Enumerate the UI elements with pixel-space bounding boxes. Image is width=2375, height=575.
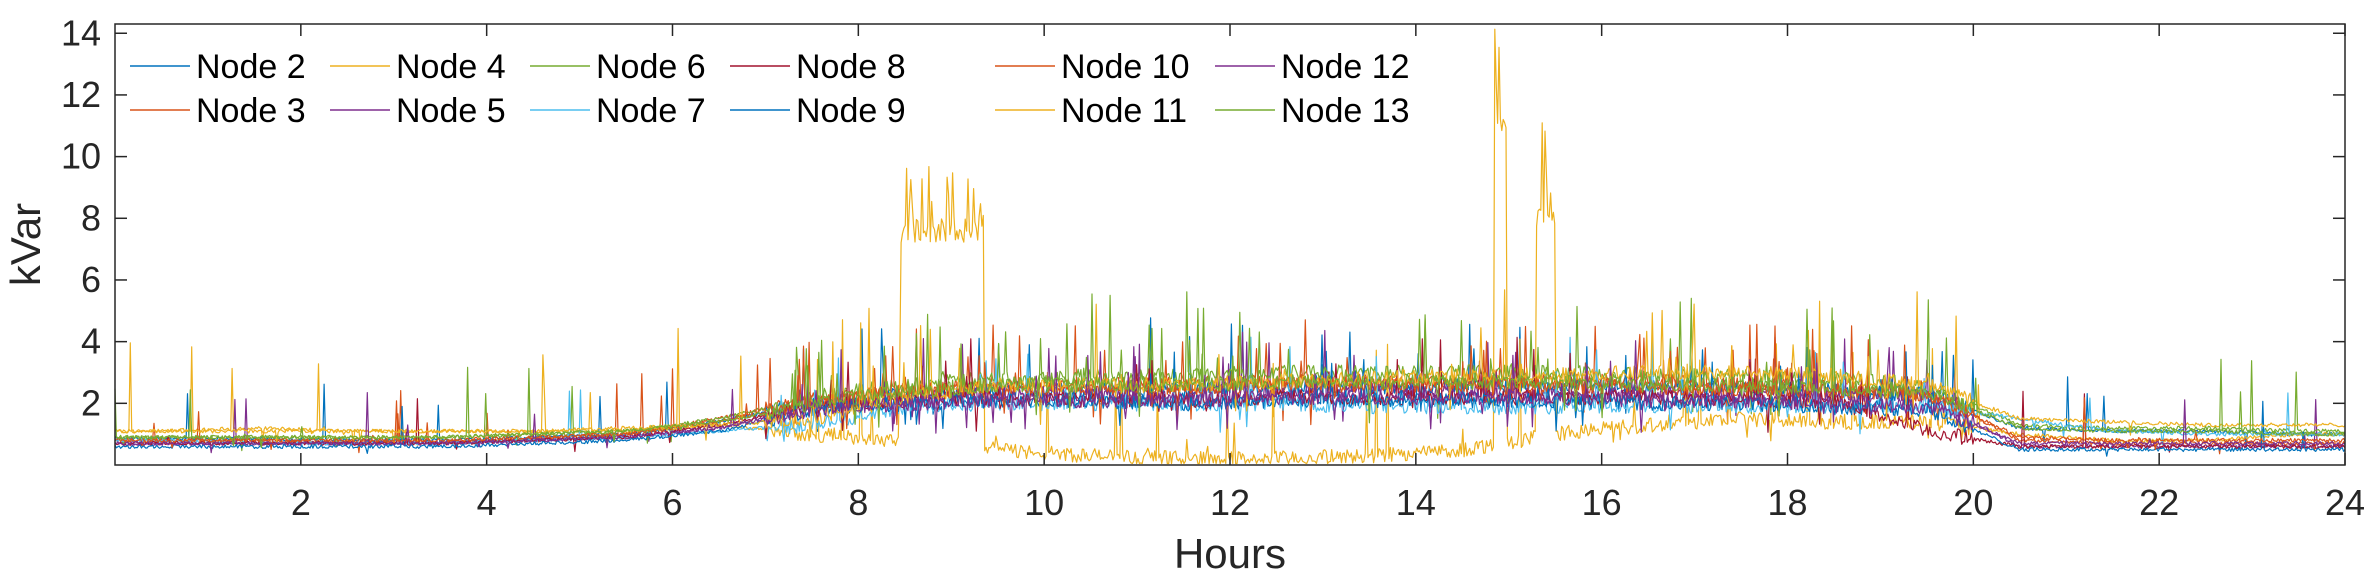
x-tick-label: 2 [291, 482, 311, 523]
legend-label: Node 7 [596, 92, 706, 130]
y-axis: 2 4 6 8 10 12 14 [61, 12, 2345, 423]
legend-label: Node 5 [396, 92, 506, 130]
y-tick-label: 14 [61, 12, 101, 53]
legend-label: Node 9 [796, 92, 906, 130]
y-tick-label: 4 [81, 321, 101, 362]
x-tick-label: 24 [2325, 482, 2365, 523]
series-line [114, 289, 2346, 442]
legend-label: Node 10 [1061, 48, 1190, 86]
x-tick-label: 6 [662, 482, 682, 523]
y-tick-label: 2 [81, 382, 101, 423]
y-tick-label: 6 [81, 259, 101, 300]
x-tick-label: 16 [1582, 482, 1622, 523]
x-tick-label: 8 [848, 482, 868, 523]
y-axis-label: kVar [2, 203, 49, 286]
legend-label: Node 4 [396, 48, 506, 86]
series-line [114, 319, 2346, 451]
legend-label: Node 8 [796, 48, 906, 86]
x-axis-label: Hours [1174, 530, 1286, 575]
x-tick-label: 22 [2139, 482, 2179, 523]
legend: Node 2 Node 3 Node 4 Node 5 Node 6 Node 7 Node… [130, 48, 1410, 130]
series-line [114, 307, 2346, 449]
x-axis: 2 4 6 8 10 12 14 16 18 20 22 24 [291, 24, 2365, 523]
y-tick-label: 10 [61, 136, 101, 177]
x-tick-label: 20 [1953, 482, 1993, 523]
legend-label: Node 2 [196, 48, 306, 86]
series-group [114, 28, 2346, 465]
x-tick-label: 4 [477, 482, 497, 523]
legend-label: Node 12 [1281, 48, 1410, 86]
series-line [114, 291, 2346, 452]
legend-label: Node 11 [1061, 92, 1187, 130]
y-tick-label: 8 [81, 197, 101, 238]
legend-label: Node 3 [196, 92, 306, 130]
legend-label: Node 6 [596, 48, 706, 86]
x-tick-label: 18 [1767, 482, 1807, 523]
y-tick-label: 12 [61, 74, 101, 115]
legend-label: Node 13 [1281, 92, 1410, 130]
series-line [114, 340, 2346, 454]
x-tick-label: 14 [1396, 482, 1436, 523]
x-tick-label: 12 [1210, 482, 1250, 523]
series-line [114, 346, 2346, 457]
x-tick-label: 10 [1024, 482, 1064, 523]
